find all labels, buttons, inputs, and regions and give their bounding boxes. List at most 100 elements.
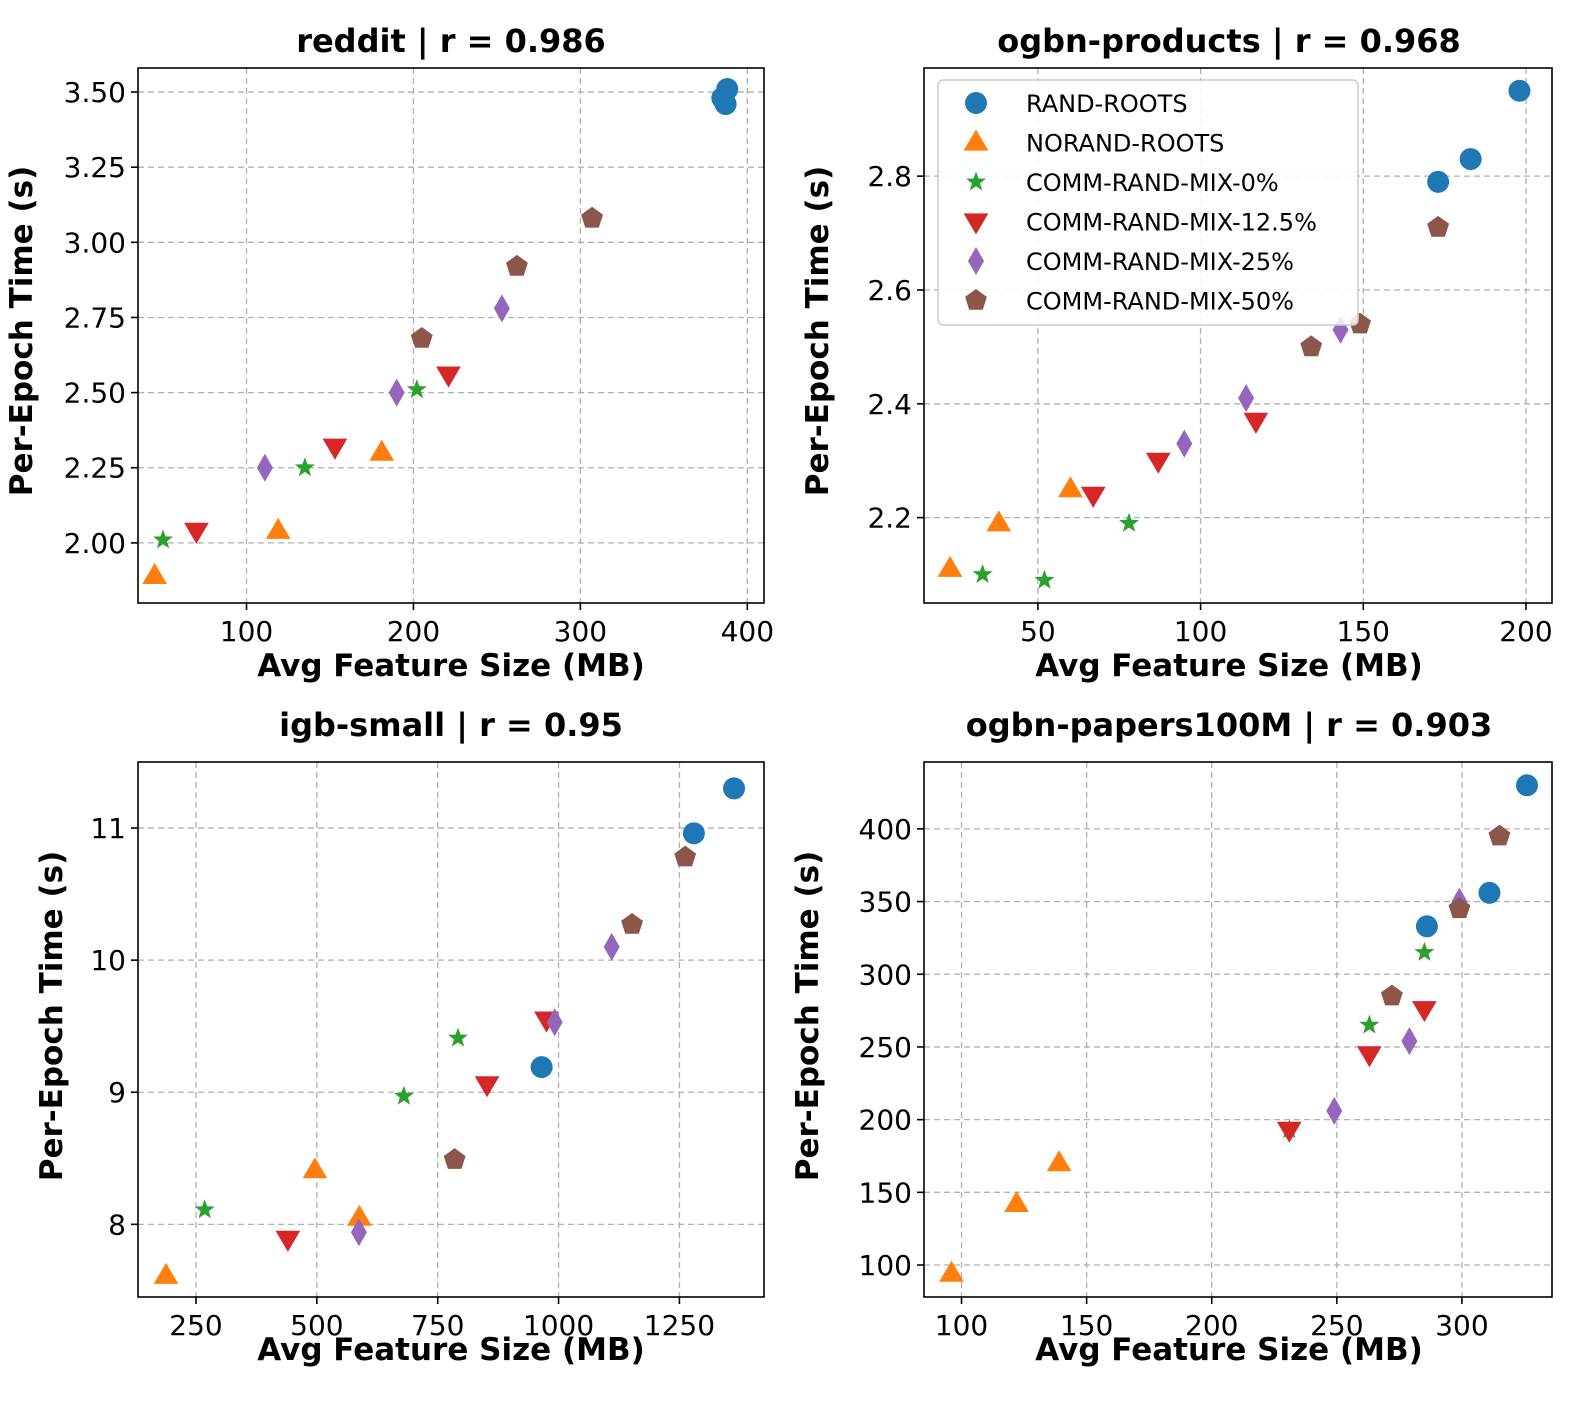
legend: RAND-ROOTS NORAND-ROOTS COMM-RAND-MIX-0% CO…: [937, 79, 1359, 326]
x-tick-label: 50: [1020, 615, 1056, 648]
point-norand-roots: [302, 1157, 328, 1179]
point-comm-rand-mix-0: [1034, 569, 1055, 589]
point-norand-roots: [265, 517, 291, 539]
y-tick-label: 10: [90, 944, 126, 977]
point-comm-rand-mix-25: [256, 453, 273, 482]
x-tick-label: 150: [1060, 1309, 1113, 1342]
legend-marker-comm-rand-mix-25: [968, 247, 984, 275]
point-comm-rand-mix-0: [294, 457, 315, 477]
legend-label: COMM-RAND-MIX-0%: [1026, 169, 1279, 197]
grid: [924, 762, 1552, 1297]
point-norand-roots: [986, 510, 1012, 532]
point-comm-rand-mix-12-5: [474, 1076, 500, 1098]
point-comm-rand-mix-25: [1176, 429, 1193, 458]
data-points: [153, 777, 746, 1284]
chart-title: ogbn-papers100M | r = 0.903: [966, 706, 1493, 745]
y-tick-label: 100: [859, 1249, 912, 1282]
point-comm-rand-mix-50: [506, 254, 528, 276]
x-axis-label: Avg Feature Size (MB): [257, 648, 645, 684]
point-rand-roots: [1415, 915, 1438, 938]
y-tick-label: 2.4: [867, 388, 912, 421]
y-tick-label: 2.25: [64, 452, 126, 485]
point-comm-rand-mix-12-5: [1080, 486, 1106, 508]
point-comm-rand-mix-12-5: [275, 1230, 301, 1252]
point-comm-rand-mix-50: [1300, 335, 1323, 357]
point-comm-rand-mix-25: [350, 1218, 367, 1247]
legend-label: RAND-ROOTS: [1026, 90, 1188, 118]
x-tick-label: 200: [1499, 615, 1552, 648]
point-comm-rand-mix-0: [1119, 512, 1139, 532]
point-rand-roots: [1478, 881, 1501, 904]
point-comm-rand-mix-0: [194, 1199, 215, 1219]
y-axis-label: Per-Epoch Time (s): [790, 851, 826, 1181]
point-norand-roots: [937, 555, 963, 577]
point-comm-rand-mix-12-5: [1412, 1001, 1437, 1023]
point-comm-rand-mix-12-5: [322, 438, 348, 460]
point-comm-rand-mix-50: [1488, 824, 1511, 846]
legend-label: COMM-RAND-MIX-25%: [1026, 248, 1294, 276]
legend-marker-norand-roots: [963, 129, 989, 151]
legend-marker-rand-roots: [965, 92, 987, 114]
y-axis-label: Per-Epoch Time (s): [800, 166, 836, 496]
point-comm-rand-mix-12-5: [1145, 452, 1171, 474]
point-comm-rand-mix-12-5: [1243, 412, 1269, 434]
legend-label: COMM-RAND-MIX-12.5%: [1026, 209, 1317, 237]
x-tick-label: 400: [721, 615, 774, 648]
y-tick-label: 3.25: [64, 151, 126, 184]
legend-marker-comm-rand-mix-0: [966, 171, 986, 191]
point-norand-roots: [142, 562, 167, 584]
point-rand-roots: [723, 777, 746, 800]
legend-label: COMM-RAND-MIX-50%: [1026, 288, 1294, 316]
y-tick-label: 2.8: [867, 160, 912, 193]
y-tick-label: 3.00: [64, 226, 126, 259]
chart-title: reddit | r = 0.986: [296, 22, 606, 61]
chart-title: igb-small | r = 0.95: [279, 706, 623, 745]
x-tick-label: 100: [1174, 615, 1227, 648]
point-norand-roots: [369, 439, 395, 461]
point-comm-rand-mix-50: [1448, 897, 1471, 919]
point-norand-roots: [1058, 476, 1083, 498]
x-axis-label: Avg Feature Size (MB): [1035, 648, 1423, 684]
legend-marker-comm-rand-mix-12-5: [963, 213, 989, 235]
point-comm-rand-mix-0: [1359, 1014, 1380, 1034]
point-comm-rand-mix-25: [388, 378, 405, 407]
data-points: [937, 79, 1531, 589]
x-tick-label: 250: [1310, 1309, 1363, 1342]
point-comm-rand-mix-25: [1401, 1027, 1418, 1056]
point-norand-roots: [939, 1260, 964, 1282]
x-tick-label: 200: [1185, 1309, 1238, 1342]
point-comm-rand-mix-0: [448, 1027, 468, 1047]
legend-marker-comm-rand-mix-50: [965, 289, 987, 310]
point-norand-roots: [1004, 1191, 1029, 1212]
x-axis-label: Avg Feature Size (MB): [1035, 1332, 1423, 1368]
x-tick-label: 750: [411, 1309, 464, 1342]
point-comm-rand-mix-50: [621, 913, 643, 934]
point-comm-rand-mix-50: [410, 327, 433, 348]
point-rand-roots: [682, 822, 705, 845]
legend-box: [937, 79, 1359, 326]
point-comm-rand-mix-12-5: [1357, 1046, 1382, 1068]
point-comm-rand-mix-50: [1427, 215, 1450, 237]
plot-frame: [923, 67, 1553, 604]
grid: [138, 762, 764, 1297]
legend-label: NORAND-ROOTS: [1026, 130, 1224, 158]
y-tick-label: 11: [90, 812, 126, 845]
x-axis-label: Avg Feature Size (MB): [257, 1332, 645, 1368]
point-comm-rand-mix-50: [1380, 984, 1403, 1006]
x-tick-label: 250: [169, 1309, 222, 1342]
point-rand-roots: [716, 78, 739, 101]
point-comm-rand-mix-25: [1238, 384, 1255, 413]
point-comm-rand-mix-0: [1414, 941, 1435, 961]
point-rand-roots: [1508, 79, 1531, 102]
x-tick-label: 200: [387, 615, 440, 648]
point-norand-roots: [153, 1262, 179, 1284]
y-tick-label: 250: [859, 1031, 912, 1064]
point-comm-rand-mix-0: [153, 529, 173, 549]
data-points: [939, 774, 1538, 1282]
point-comm-rand-mix-50: [581, 206, 603, 228]
point-comm-rand-mix-12-5: [184, 522, 209, 544]
point-comm-rand-mix-25: [1326, 1096, 1343, 1125]
point-comm-rand-mix-0: [406, 379, 427, 399]
y-tick-label: 2.6: [867, 274, 912, 307]
